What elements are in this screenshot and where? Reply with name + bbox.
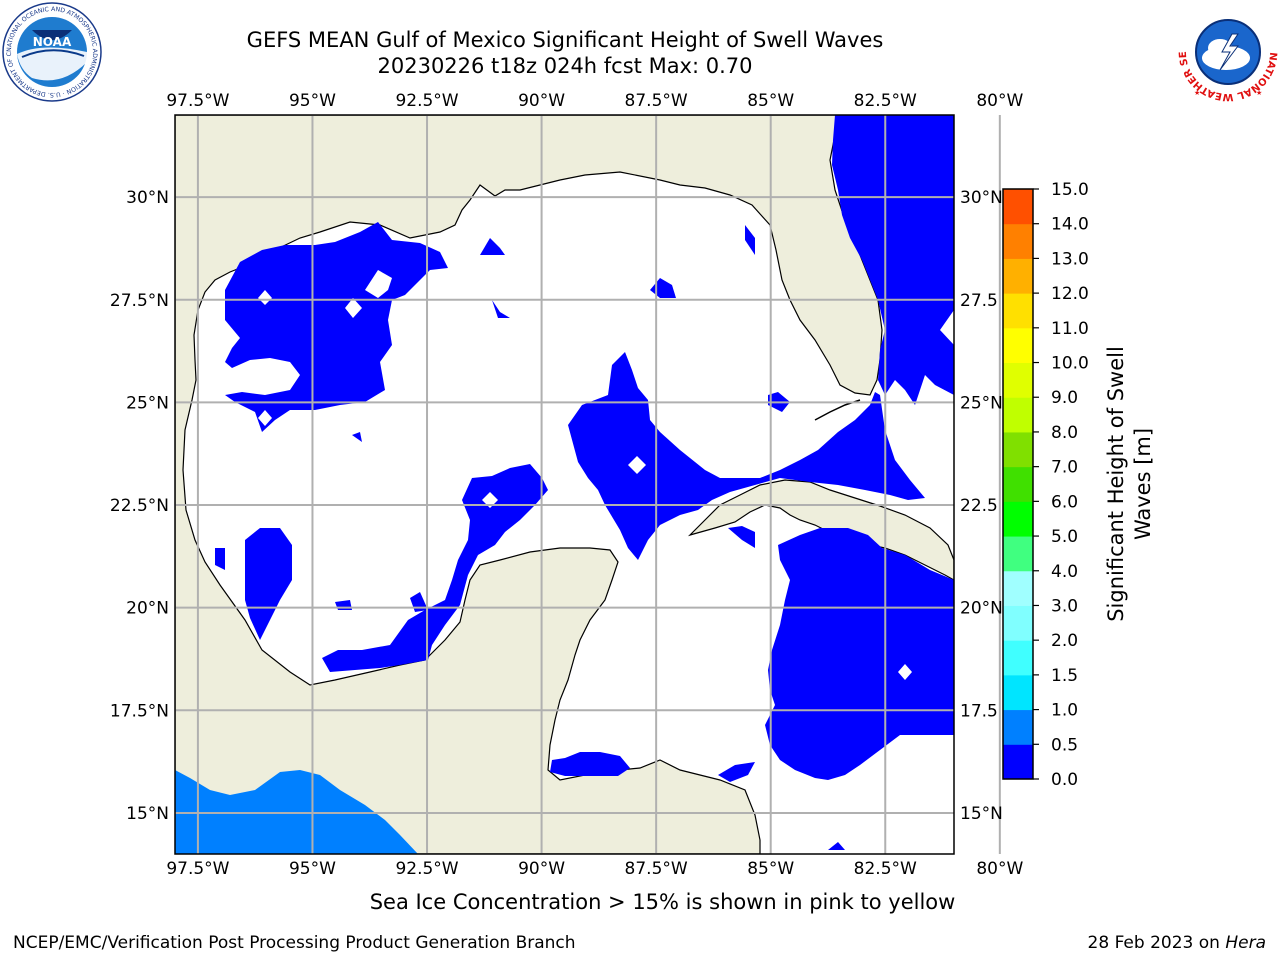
swell-field-holes	[258, 270, 912, 680]
colorbar-segment	[1003, 258, 1033, 294]
colorbar-tick-label: 15.0	[1051, 180, 1089, 200]
colorbar-tick-label: 7.0	[1051, 458, 1078, 478]
colorbar-tick-label: 10.0	[1051, 354, 1089, 374]
colorbar-tick-label: 0.0	[1051, 770, 1078, 790]
colorbar-segment	[1003, 466, 1033, 502]
lon-ticks-bottom: 97.5°W 95°W 92.5°W 90°W 87.5°W 85°W 82.5°W 80°W	[166, 859, 1023, 879]
lat-tick-label-right: 20°N	[960, 599, 1003, 619]
lon-tick-label-top: 95°W	[289, 91, 336, 111]
colorbar-segment	[1003, 362, 1033, 398]
lon-tick-label-bottom: 82.5°W	[854, 859, 917, 879]
colorbar-tick-label: 3.0	[1051, 596, 1078, 616]
chart-subtitle-run-info: 20230226 t18z 024h fcst Max: 0.70	[377, 54, 753, 78]
lat-tick-label-right: 15°N	[960, 804, 1003, 824]
colorbar-segment	[1003, 293, 1033, 329]
colorbar-label-line2: Waves [m]	[1131, 428, 1155, 540]
lon-tick-label-top: 87.5°W	[625, 91, 688, 111]
lat-ticks-right: 30°N 27.5 25°N 22.5 20°N 17.5 15°N	[960, 188, 1003, 824]
lat-tick-label-left: 27.5°N	[110, 291, 169, 311]
colorbar-segment	[1003, 327, 1033, 364]
footer-host: Hera	[1225, 933, 1266, 953]
lon-tick-label-top: 90°W	[518, 91, 565, 111]
footer-date-text: 28 Feb 2023 on	[1087, 933, 1226, 953]
colorbar-tick-label: 2.0	[1051, 631, 1078, 651]
colorbar-segment	[1003, 189, 1033, 225]
lon-tick-label-bottom: 92.5°W	[395, 859, 458, 879]
nws-logo-icon: NATIONAL WEATHER SERVICE ★ ★	[1176, 0, 1278, 102]
colorbar-tick-label: 5.0	[1051, 527, 1078, 547]
chart-title: GEFS MEAN Gulf of Mexico Significant Hei…	[246, 28, 884, 52]
lat-tick-label-left: 20°N	[126, 599, 169, 619]
colorbar-segment	[1003, 223, 1033, 259]
colorbar-segment	[1003, 536, 1033, 572]
lon-tick-label-top: 97.5°W	[166, 91, 229, 111]
lon-tick-label-top: 92.5°W	[395, 91, 458, 111]
lon-tick-label-bottom: 85°W	[747, 859, 794, 879]
colorbar-tick-label: 9.0	[1051, 388, 1078, 408]
colorbar-segment	[1003, 709, 1033, 745]
lat-tick-label-left: 30°N	[126, 188, 169, 208]
lon-tick-label-top: 85°W	[747, 91, 794, 111]
lon-tick-label-bottom: 95°W	[289, 859, 336, 879]
lon-tick-label-bottom: 87.5°W	[625, 859, 688, 879]
colorbar-label-line1: Significant Height of Swell	[1104, 346, 1128, 622]
noaa-logo-icon: NATIONAL OCEANIC AND ATMOSPHERIC ADMINIS…	[2, 2, 102, 102]
colorbar-segment	[1003, 570, 1033, 606]
lat-ticks-left: 30°N 27.5°N 25°N 22.5°N 20°N 17.5°N 15°N	[110, 188, 169, 824]
lon-ticks-top: 97.5°W 95°W 92.5°W 90°W 87.5°W 85°W 82.5°W 80°W	[166, 91, 1023, 111]
lat-tick-label-right: 27.5	[960, 291, 998, 311]
colorbar-segment	[1003, 674, 1033, 711]
lat-tick-label-right: 25°N	[960, 393, 1003, 413]
colorbar-tick-label: 4.0	[1051, 562, 1078, 582]
colorbar-tick-label: 8.0	[1051, 423, 1078, 443]
lat-tick-label-left: 22.5°N	[110, 496, 169, 516]
colorbar-tick-label: 6.0	[1051, 492, 1078, 512]
svg-text:★: ★	[1194, 89, 1200, 97]
lat-tick-label-right: 17.5	[960, 701, 998, 721]
map-grid	[175, 115, 1001, 854]
swell-field-lowest-band	[215, 115, 954, 850]
lon-tick-label-top: 82.5°W	[854, 91, 917, 111]
colorbar-segment	[1003, 431, 1033, 468]
sea-ice-note: Sea Ice Concentration > 15% is shown in …	[369, 890, 956, 914]
lat-tick-label-left: 17.5°N	[110, 701, 169, 721]
colorbar-tick-label: 1.0	[1051, 701, 1078, 721]
lat-tick-label-left: 25°N	[126, 393, 169, 413]
svg-text:★: ★	[1256, 89, 1262, 97]
colorbar-ticks: 0.0 0.5 1.0 1.5 2.0 3.0 4.0 5.0 6.0 7.0 8.0 9.0 10.0…	[1033, 180, 1089, 790]
lat-tick-label-right: 30°N	[960, 188, 1003, 208]
footer-date: 28 Feb 2023 on Hera	[1088, 933, 1266, 953]
colorbar-tick-label: 11.0	[1051, 319, 1089, 339]
footer-credit: NCEP/EMC/Verification Post Processing Pr…	[13, 933, 576, 953]
map-frame	[174, 114, 955, 855]
colorbar-segment	[1003, 397, 1033, 433]
colorbar-tick-label: 14.0	[1051, 215, 1089, 235]
lat-tick-label-left: 15°N	[126, 804, 169, 824]
colorbar	[1003, 189, 1033, 780]
colorbar-segment	[1003, 744, 1033, 780]
lon-tick-label-top: 80°W	[976, 91, 1023, 111]
land-us-gulf-coast	[175, 115, 883, 854]
colorbar-frame	[1002, 188, 1034, 780]
lon-tick-label-bottom: 90°W	[518, 859, 565, 879]
noaa-logo-text: NOAA	[33, 35, 72, 49]
colorbar-tick-label: 13.0	[1051, 249, 1089, 269]
lon-tick-label-bottom: 80°W	[976, 859, 1023, 879]
colorbar-segment	[1003, 640, 1033, 676]
lon-tick-label-bottom: 97.5°W	[166, 859, 229, 879]
colorbar-tick-label: 1.5	[1051, 666, 1078, 686]
colorbar-tick-label: 12.0	[1051, 284, 1089, 304]
colorbar-tick-label: 0.5	[1051, 735, 1078, 755]
colorbar-segment	[1003, 605, 1033, 641]
colorbar-segment	[1003, 501, 1033, 537]
lat-tick-label-right: 22.5	[960, 496, 998, 516]
